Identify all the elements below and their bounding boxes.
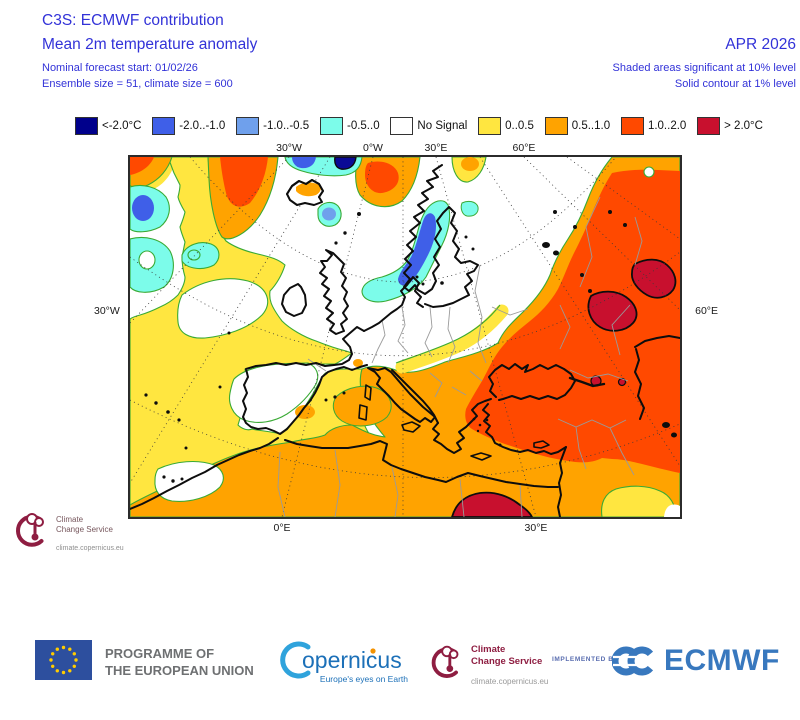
copernicus-logo: opernicus Europe's eyes on Earth <box>276 636 436 693</box>
northsea-coast <box>363 276 424 332</box>
legend-swatch <box>236 117 260 135</box>
grid-label-bottom: 0°E <box>273 522 291 534</box>
ccs-name-line2: Change Service <box>56 525 113 534</box>
map-canvas <box>130 157 680 517</box>
legend-swatch <box>75 117 98 135</box>
sicily <box>401 421 421 433</box>
ccs-name-line1: Climate <box>471 644 506 655</box>
island-specks <box>144 210 677 483</box>
ccs-name-line2: Change Service <box>471 656 543 668</box>
legend-label: -1.0..-0.5 <box>263 120 310 132</box>
color-legend: <-2.0°C -2.0..-1.0 -1.0..-0.5 -0.5..0 No… <box>75 116 763 136</box>
levant-coast <box>557 446 567 517</box>
coastlines <box>130 164 680 517</box>
copernicus-satellite-dot-icon <box>370 648 376 654</box>
ccs-name: Climate Change Service <box>56 515 113 535</box>
ccs-footer-name: Climate Change Service <box>471 644 542 669</box>
legend-label: No Signal <box>417 120 468 132</box>
greece-coast <box>432 398 492 454</box>
legend-item: <-2.0°C <box>75 117 141 135</box>
dalmatia-coast <box>391 369 439 424</box>
legend-item: 0..0.5 <box>478 117 534 135</box>
copernicus-swoosh-icon <box>280 641 311 679</box>
legend-item: 1.0..2.0 <box>620 117 687 135</box>
legend-item: -1.0..-0.5 <box>236 117 309 135</box>
title-line2: Mean 2m temperature anomaly <box>42 36 258 53</box>
legend-swatch <box>390 117 414 135</box>
ccs-corner-logo: Climate Change Service climate.copernicu… <box>8 505 138 565</box>
eu-programme-text: PROGRAMME OF THE EUROPEAN UNION <box>105 646 254 680</box>
ecmwf-logo: ECMWF <box>611 644 780 678</box>
eu-flag <box>35 640 92 685</box>
copernicus-tagline: Europe's eyes on Earth <box>320 674 408 684</box>
north-africa-coast <box>284 439 559 488</box>
legend-label: 0..0.5 <box>505 120 534 132</box>
caucasus-contour <box>568 376 606 388</box>
legend-swatch <box>152 117 176 135</box>
eu-line2: THE EUROPEAN UNION <box>105 662 254 678</box>
legend-label: <-2.0°C <box>102 120 142 132</box>
morocco-atlantic-coast <box>130 437 279 510</box>
legend-item: -2.0..-1.0 <box>152 117 225 135</box>
iceland-orange-cap <box>296 182 321 197</box>
legend-swatch <box>620 117 644 135</box>
title-line1: C3S: ECMWF contribution <box>42 12 224 29</box>
anomaly-map: 30°W 0°W 30°E 60°E 30°W 60°E 0°E 30°E <box>94 142 718 534</box>
eu-line1: PROGRAMME OF <box>105 646 215 661</box>
significance-note: Shaded areas significant at 10% level <box>612 62 796 74</box>
france-iberia-coast <box>242 326 368 435</box>
legend-item: -0.5..0 <box>319 117 380 135</box>
fill-layer <box>130 157 680 517</box>
legend-label: 1.0..2.0 <box>647 120 687 132</box>
grid-label-top: 0°W <box>363 142 383 154</box>
ccs-icon <box>16 513 44 547</box>
country-borders <box>277 196 643 517</box>
crete <box>470 452 492 461</box>
great-britain <box>319 249 349 335</box>
ccs-icon <box>431 645 459 678</box>
ecmwf-icon <box>611 646 657 676</box>
caspian-sea <box>634 335 680 420</box>
ccs-footer-url: climate.copernicus.eu <box>471 677 549 686</box>
legend-item: > 2.0°C <box>697 117 763 135</box>
grid-label-right: 60°E <box>695 305 718 317</box>
legend-label: 0.5..1.0 <box>571 120 611 132</box>
legend-swatch <box>697 117 721 135</box>
legend-swatch <box>478 117 502 135</box>
legend-label: -0.5..0 <box>346 120 380 132</box>
legend-swatch <box>319 117 343 135</box>
ensemble-size: Ensemble size = 51, climate size = 600 <box>42 78 233 90</box>
legend-label: > 2.0°C <box>724 120 763 132</box>
grid-label-top: 60°E <box>512 142 536 154</box>
forecast-start: Nominal forecast start: 01/02/26 <box>42 62 198 74</box>
black-sea <box>488 363 576 401</box>
legend-swatch <box>544 117 568 135</box>
contour-note: Solid contour at 1% level <box>674 78 796 90</box>
corsica <box>364 384 372 401</box>
grid-label-bottom: 30°E <box>524 522 548 534</box>
grid-label-top: 30°W <box>276 142 302 154</box>
forecast-date: APR 2026 <box>725 36 796 53</box>
sardinia <box>358 404 368 421</box>
grid-label-left: 30°W <box>94 305 120 317</box>
scandinavia-baltic-coast <box>403 164 479 308</box>
turkey-coast <box>482 403 567 455</box>
ireland <box>281 283 307 317</box>
italy <box>367 367 436 423</box>
copernicus-wordmark: opernicus <box>302 647 402 673</box>
grid-label-top: 30°E <box>424 142 448 154</box>
legend-item: 0.5..1.0 <box>544 117 611 135</box>
legend-label: -2.0..-1.0 <box>179 120 226 132</box>
eu-stars <box>49 645 78 675</box>
implemented-by-label: IMPLEMENTED BY <box>552 656 619 663</box>
ccs-url: climate.copernicus.eu <box>56 545 124 552</box>
ecmwf-wordmark: ECMWF <box>664 644 780 677</box>
ccs-name-line1: Climate <box>56 515 84 524</box>
cyprus <box>533 440 550 449</box>
legend-item: No Signal <box>390 117 467 135</box>
